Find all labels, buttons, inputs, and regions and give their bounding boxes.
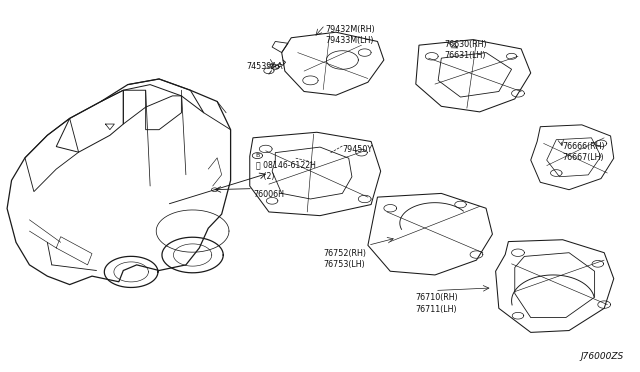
Text: 76630(RH)
76631(LH): 76630(RH) 76631(LH) — [445, 39, 487, 60]
Text: J76000ZS: J76000ZS — [580, 352, 623, 361]
Text: B: B — [255, 153, 260, 158]
Text: 76006H: 76006H — [253, 190, 284, 199]
Text: Ⓑ 08146-6122H
   (2): Ⓑ 08146-6122H (2) — [256, 160, 316, 180]
Text: 76710(RH)
76711(LH): 76710(RH) 76711(LH) — [416, 294, 458, 314]
Text: 76666(RH)
76667(LH): 76666(RH) 76667(LH) — [563, 141, 605, 162]
Text: 79450Y: 79450Y — [342, 145, 372, 154]
Text: 76752(RH)
76753(LH): 76752(RH) 76753(LH) — [323, 249, 366, 269]
Text: 79432M(RH)
79433M(LH): 79432M(RH) 79433M(LH) — [325, 25, 375, 45]
Text: 74539AA: 74539AA — [246, 62, 283, 71]
